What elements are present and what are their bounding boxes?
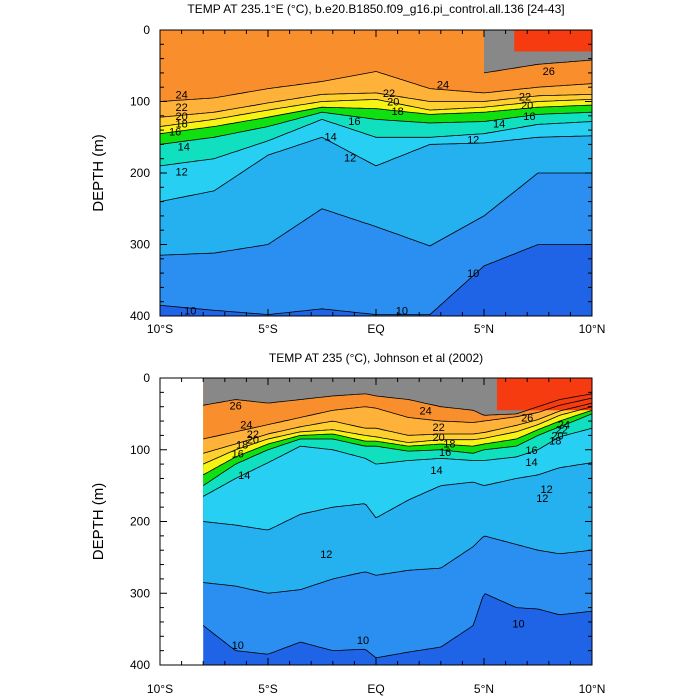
contour-label: 20 <box>247 435 259 447</box>
x-tick-label: EQ <box>367 322 384 336</box>
contour-label: 12 <box>344 152 356 164</box>
isotherm-14 <box>202 427 593 497</box>
isotherm-11 <box>203 535 593 594</box>
contour-label: 16 <box>232 448 244 460</box>
x-tick-label: 10°S <box>147 322 173 336</box>
isotherm-16 <box>159 111 593 145</box>
isotherm-12 <box>203 462 593 531</box>
isotherm-20 <box>203 406 593 465</box>
y-tick-label: 300 <box>130 238 150 252</box>
contour-label: 12 <box>541 484 553 496</box>
x-tick-label: 10°N <box>579 682 606 696</box>
y-tick-label: 400 <box>130 309 150 323</box>
contour-label: 10 <box>467 268 479 280</box>
x-tick-label: 5°N <box>474 322 494 336</box>
isotherm-16 <box>202 413 593 486</box>
y-axis-label: DEPTH (m) <box>90 483 107 561</box>
contour-label: 18 <box>175 119 187 131</box>
contour-label: 12 <box>467 134 479 146</box>
contour-label: 14 <box>430 465 442 477</box>
contour-label: 18 <box>443 438 455 450</box>
contour-label: 20 <box>387 97 399 109</box>
isotherm-12 <box>159 135 593 202</box>
chart-title: TEMP AT 235.1°E (°C), b.e20.B1850.f09_g1… <box>187 2 564 16</box>
contour-label: 20 <box>521 100 533 112</box>
contour-label: 22 <box>433 422 445 434</box>
isotherm-20 <box>159 98 593 127</box>
contour-label: 14 <box>525 457 537 469</box>
warm-pool-band <box>496 378 592 411</box>
contour-label: 16 <box>348 116 360 128</box>
contour-label: 12 <box>175 167 187 179</box>
y-tick-label: 100 <box>130 443 150 457</box>
x-tick-label: EQ <box>367 682 384 696</box>
contour-label: 22 <box>247 429 259 441</box>
isotherm-26 <box>203 393 593 416</box>
contour-label: 12 <box>536 493 548 505</box>
contour-label: 22 <box>383 88 395 100</box>
contour-label: 22 <box>175 102 187 114</box>
contour-label: 24 <box>420 405 432 417</box>
contour-label: 22 <box>556 425 568 437</box>
contour-label: 16 <box>169 127 181 139</box>
contour-label: 24 <box>437 79 449 91</box>
contour-label: 20 <box>551 430 563 442</box>
contour-label: 14 <box>493 119 505 131</box>
chart-title: TEMP AT 235 (°C), Johnson et al (2002) <box>269 351 483 365</box>
contour-label: 10 <box>512 618 524 630</box>
contour-label: 12 <box>320 549 332 561</box>
x-tick-label: 10°S <box>147 682 173 696</box>
y-tick-label: 300 <box>130 586 150 600</box>
color-band-27 <box>203 378 592 416</box>
contour-label: 16 <box>439 447 451 459</box>
warm-pool-band <box>514 30 592 52</box>
y-tick-label: 0 <box>143 23 150 37</box>
y-tick-label: 100 <box>130 95 150 109</box>
contour-label: 22 <box>519 91 531 103</box>
contour-label: 18 <box>236 440 248 452</box>
y-tick-label: 200 <box>130 166 150 180</box>
isotherm-24 <box>203 397 593 440</box>
isotherm-18 <box>202 409 593 476</box>
contour-label: 26 <box>521 412 533 424</box>
y-tick-label: 400 <box>130 658 150 672</box>
isotherm-11 <box>159 172 592 256</box>
contour-label: 10 <box>232 640 244 652</box>
contour-label: 18 <box>549 435 561 447</box>
contour-label: 14 <box>238 470 250 482</box>
x-tick-label: 10°N <box>579 322 606 336</box>
isotherm-26 <box>483 59 593 74</box>
contour-label: 10 <box>184 305 196 317</box>
contour-label: 26 <box>543 66 555 78</box>
x-tick-label: 5°N <box>474 682 494 696</box>
isotherm-18 <box>159 104 593 135</box>
contour-label: 16 <box>525 445 537 457</box>
isotherm-14 <box>159 118 593 167</box>
contour-label: 18 <box>391 106 403 118</box>
chart-observations: 10°S 5°S EQ 5°N 10°N 0 100 200 300 400 DEPTH (m) TE… <box>90 351 605 696</box>
contour-label: 10 <box>396 305 408 317</box>
y-axis-label: DEPTH (m) <box>90 134 107 212</box>
isotherm-24 <box>159 71 593 102</box>
contour-label: 24 <box>175 89 187 101</box>
contour-label: 24 <box>240 420 252 432</box>
isotherm-22 <box>159 92 592 118</box>
y-tick-label: 0 <box>143 371 150 385</box>
contour-label: 14 <box>178 142 190 154</box>
contour-label: 16 <box>523 111 535 123</box>
x-tick-label: 5°S <box>258 682 277 696</box>
isotherm-10 <box>202 593 593 659</box>
contour-label: 10 <box>357 635 369 647</box>
contour-label: 14 <box>325 132 337 144</box>
chart-model: 10°S 5°S EQ 5°N 10°N 0 100 200 300 400 DEPTH (m) TE… <box>90 2 605 336</box>
y-tick-label: 200 <box>130 515 150 529</box>
contour-label: 20 <box>175 111 187 123</box>
isotherm-22 <box>203 402 593 454</box>
contour-label: 26 <box>229 400 241 412</box>
contour-label: 24 <box>558 420 570 432</box>
x-tick-label: 5°S <box>258 322 277 336</box>
contour-label: 20 <box>433 432 445 444</box>
